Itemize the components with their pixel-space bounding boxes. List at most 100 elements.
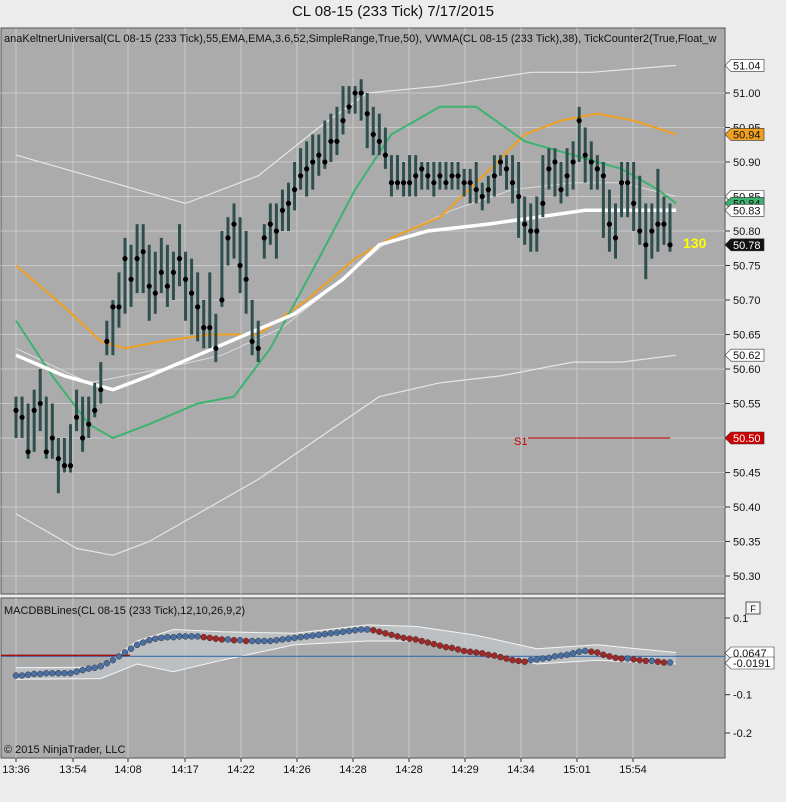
price-marker-label: 50.78 (733, 240, 761, 252)
price-tick-label: 50.45 (733, 468, 761, 480)
macd-dot (600, 651, 607, 658)
close-dot (649, 228, 655, 234)
time-tick-label: 14:26 (283, 764, 311, 776)
macd-dot (660, 659, 668, 666)
macd-dot (400, 634, 407, 642)
close-dot (461, 180, 467, 186)
close-dot (304, 166, 310, 172)
close-dot (522, 221, 528, 227)
close-dot (667, 242, 673, 248)
close-dot (267, 221, 273, 227)
macd-dot (503, 655, 510, 662)
price-axis-area (725, 28, 785, 594)
price-marker (724, 348, 765, 362)
close-dot (291, 187, 298, 193)
close-dot (182, 276, 189, 282)
time-tick-label: 14:28 (395, 764, 423, 776)
macd-dot (91, 664, 98, 672)
close-dot (140, 249, 146, 255)
macd-dot (285, 635, 292, 642)
close-dot (594, 166, 600, 172)
macd-dot (370, 627, 377, 634)
close-dot (322, 159, 328, 165)
close-dot (164, 283, 170, 289)
macd-marker-label: -0.0191 (733, 658, 770, 670)
macd-dot (146, 637, 153, 644)
close-dot (37, 400, 43, 407)
close-dot (104, 338, 110, 344)
close-dot (576, 118, 582, 124)
price-marker-label: 50.62 (733, 350, 761, 362)
macd-dot (654, 658, 662, 665)
macd-dot (364, 626, 371, 633)
price-tick-label: 50.30 (733, 571, 761, 583)
macd-dot (521, 658, 528, 665)
macd-dot (97, 663, 104, 670)
price-tick-label: 50.40 (733, 502, 761, 514)
macd-dot (491, 652, 498, 659)
close-dot (122, 256, 128, 262)
close-dot (431, 180, 437, 186)
macd-dot (103, 660, 111, 667)
close-dot (73, 414, 80, 420)
macd-dot (297, 633, 304, 641)
macd-dot (176, 633, 183, 640)
close-dot (49, 435, 55, 441)
macd-dot (424, 639, 431, 646)
close-dot (467, 180, 473, 186)
close-dot (400, 180, 407, 186)
macd-panel[interactable] (0, 597, 726, 759)
close-dot (261, 235, 267, 241)
close-dot (19, 414, 25, 420)
macd-dot (412, 636, 419, 643)
macd-dot (327, 630, 335, 637)
close-dot (370, 131, 376, 137)
close-dot (600, 173, 606, 179)
macd-dot (61, 670, 68, 677)
close-dot (443, 180, 449, 186)
panel-float-button[interactable]: F (745, 601, 761, 615)
close-dot (285, 200, 292, 206)
macd-dot (497, 653, 504, 661)
close-dot (564, 173, 570, 179)
close-dot (219, 297, 225, 303)
close-dot (128, 276, 134, 282)
macd-dot (509, 656, 516, 664)
macd-dot (612, 654, 619, 662)
time-tick-label: 13:54 (59, 764, 87, 776)
price-panel[interactable] (0, 27, 726, 595)
close-dot (176, 256, 183, 262)
macd-dot (279, 636, 286, 643)
macd-dot (394, 633, 401, 640)
close-dot (146, 283, 152, 289)
close-dot (382, 152, 388, 158)
price-axis: 51.0050.9550.9050.8550.8050.7550.7050.65… (724, 59, 765, 583)
macd-dot (636, 656, 643, 664)
close-dot (328, 138, 334, 144)
close-dot (497, 159, 504, 165)
close-dot (364, 111, 370, 117)
macd-dot (188, 633, 195, 640)
close-dot (388, 180, 395, 186)
close-dot (413, 173, 419, 179)
macd-dot (479, 650, 486, 657)
close-dot (158, 269, 164, 275)
macd-dot (109, 656, 117, 664)
macd-dot (551, 653, 559, 660)
macd-dot (267, 637, 274, 645)
macd-dot (133, 641, 141, 649)
close-dot (195, 304, 201, 310)
macd-dot (563, 651, 571, 658)
close-dot (394, 180, 401, 186)
price-marker (724, 238, 765, 252)
macd-dot (121, 649, 129, 656)
price-tick-label: 51.00 (733, 88, 761, 100)
close-dot (213, 345, 219, 351)
close-dot (528, 228, 534, 234)
macd-dot (539, 655, 547, 662)
macd-dot (388, 631, 395, 639)
close-dot (661, 221, 667, 227)
macd-bb-upper-line (15, 624, 677, 669)
close-dot (249, 338, 255, 344)
